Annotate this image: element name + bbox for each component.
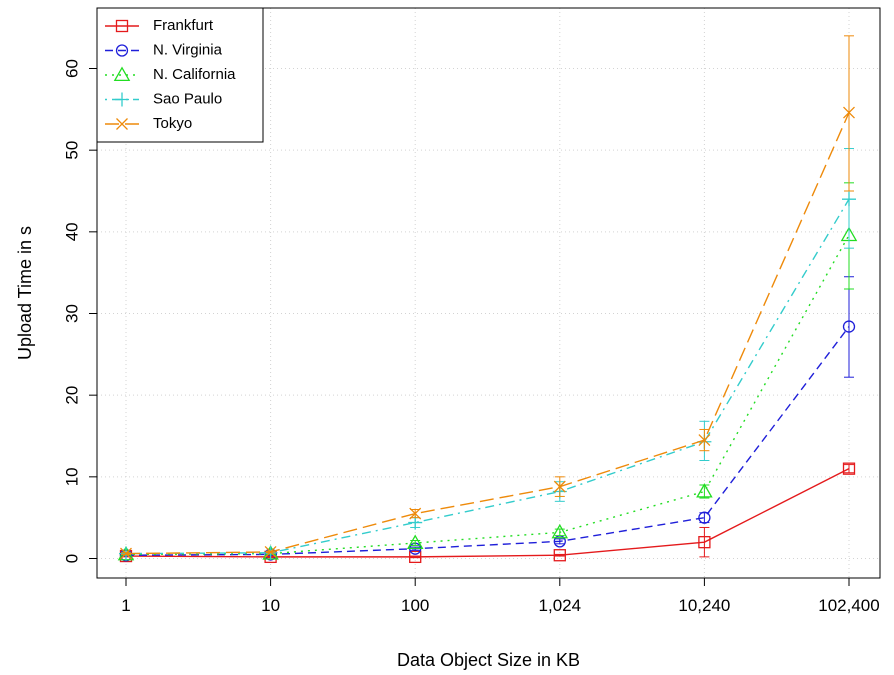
data-point [113,66,131,82]
series-n-california [117,182,858,561]
data-point [698,434,711,447]
legend-item: Tokyo [105,115,192,132]
legend-label: Sao Paulo [153,90,222,107]
data-point [553,480,566,493]
data-point [842,462,856,475]
data-point [842,192,856,207]
x-tick-label: 1,024 [539,596,582,615]
data-point [115,44,129,57]
legend: Frankfurt N. Virginia N. California Sao Pau… [96,7,264,143]
x-axis: 1 10 100 1,024 10,240 102,400 [121,578,880,615]
data-point [842,320,856,333]
data-point [115,92,129,107]
series-line [125,326,850,556]
data-point [406,534,424,549]
series-sao-paulo [119,148,856,561]
series-frankfurt [119,462,856,564]
data-point [116,118,128,130]
legend-item: Sao Paulo [105,90,222,107]
series-layer [117,35,858,564]
series-line [125,234,850,556]
data-point [698,536,711,549]
y-tick-label: 10 [62,467,81,486]
legend-label: N. California [153,66,236,83]
x-tick-label: 10 [261,596,280,615]
data-point [553,549,566,562]
series-n-virginia [119,276,856,562]
x-tick-label: 1 [121,596,130,615]
legend-item: N. California [105,66,236,83]
series-line [125,112,850,555]
y-axis-label: Upload Time in s [15,226,35,360]
y-tick-label: 0 [62,554,81,563]
y-tick-label: 60 [62,59,81,78]
x-axis-label: Data Object Size in KB [397,650,580,670]
legend-item: Frankfurt [105,17,214,34]
x-tick-label: 10,240 [678,596,730,615]
legend-item: N. Virginia [105,41,223,58]
legend-label: Tokyo [153,115,192,132]
data-point [409,550,422,564]
legend-box [96,7,264,143]
series-tokyo [120,35,855,560]
y-tick-label: 50 [62,141,81,160]
legend-label: Frankfurt [153,17,214,34]
y-tick-label: 20 [62,386,81,405]
y-tick-label: 40 [62,222,81,241]
data-point [264,546,277,558]
data-point [843,106,855,119]
data-point [120,547,132,560]
series-line [125,468,850,558]
data-point [409,507,422,520]
data-point [696,483,713,498]
x-tick-label: 100 [401,596,429,615]
data-point [551,523,569,539]
x-tick-label: 102,400 [818,596,879,615]
legend-label: N. Virginia [153,41,223,58]
y-axis: 0 10 20 30 40 50 60 [62,59,97,563]
plot-frame [96,7,881,579]
data-point [115,19,129,33]
y-tick-label: 30 [62,304,81,323]
data-point [698,511,711,524]
